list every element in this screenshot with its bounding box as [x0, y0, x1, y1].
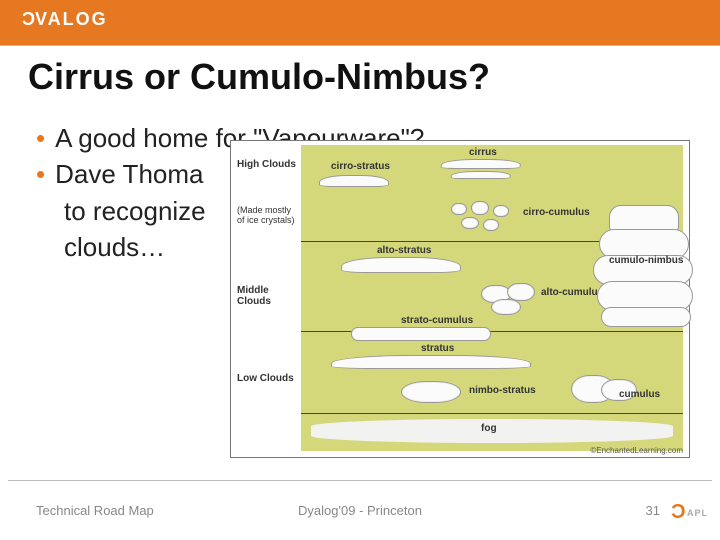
header-bar: CDYALOGVALOG: [0, 0, 720, 38]
row-label-low: Low Clouds: [237, 373, 294, 384]
cloud-label: nimbo-stratus: [469, 385, 536, 396]
cloud-label: alto-stratus: [377, 245, 431, 256]
brand-logo: CDYALOGVALOG: [20, 9, 108, 30]
slide: CDYALOGVALOG Cirrus or Cumulo-Nimbus? • …: [0, 0, 720, 540]
cloud-nimbo-stratus-shape: [401, 381, 461, 403]
cloud-puff: [471, 201, 489, 215]
row-labels-column: High Clouds (Made mostly of ice crystals…: [235, 145, 299, 451]
cloud-label: cumulus: [619, 389, 660, 400]
footer-divider: [8, 480, 712, 481]
footer-logo-icon: CAPL: [671, 501, 708, 524]
cloud-puff: [483, 219, 499, 231]
footer: Technical Road Map Dyalog'09 - Princeton…: [0, 480, 720, 540]
divider-line: [301, 413, 683, 414]
chart-credit: ©EnchantedLearning.com: [590, 446, 683, 455]
chart-canvas: cirro-stratus cirrus cirro-cumulus alto-…: [301, 145, 683, 451]
cloud-label: cirro-cumulus: [523, 207, 590, 218]
cloud-puff: [493, 205, 509, 217]
cloud-puff: [491, 299, 521, 315]
cloud-cirrus-shape: [440, 159, 522, 169]
cloud-alto-stratus-shape: [341, 257, 461, 273]
cloud-puff: [451, 203, 467, 215]
cloud-puff: [461, 217, 479, 229]
cloud-chart: High Clouds (Made mostly of ice crystals…: [230, 140, 690, 458]
cloud-label: cirrus: [469, 147, 497, 158]
cloud-label: cirro-stratus: [331, 161, 390, 172]
cloud-stratus-shape: [331, 355, 531, 369]
bullet-text: Dave Thoma: [55, 156, 203, 192]
row-label-middle: Middle Clouds: [237, 285, 299, 307]
row-note-ice: (Made mostly of ice crystals): [237, 205, 299, 225]
cloud-strato-cumulus-shape: [351, 327, 491, 341]
cloud-label: cumulo-nimbus: [609, 255, 683, 266]
cloud-label: fog: [481, 423, 497, 434]
cloud-label: strato-cumulus: [401, 315, 473, 326]
accent-bar: [0, 38, 720, 46]
page-number: 31: [646, 503, 660, 518]
cloud-cumulo-nimbus-shape: [591, 205, 701, 345]
page-title: Cirrus or Cumulo-Nimbus?: [28, 56, 490, 98]
footer-center-text: Dyalog'09 - Princeton: [0, 503, 720, 518]
bullet-mark-icon: •: [36, 120, 45, 156]
cloud-cirrus-shape: [450, 171, 511, 179]
cloud-label: stratus: [421, 343, 454, 354]
bullet-mark-icon: •: [36, 156, 45, 192]
cloud-cirro-stratus-shape: [319, 175, 389, 187]
row-label-high: High Clouds: [237, 159, 296, 170]
